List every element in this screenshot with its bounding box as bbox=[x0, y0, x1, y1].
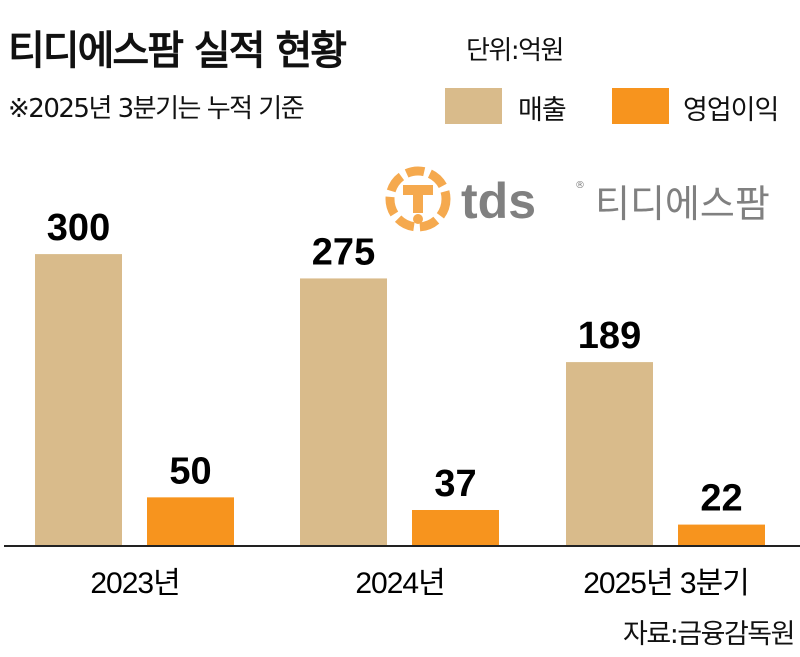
x-tick-label: 2025년 3분기 bbox=[583, 567, 749, 600]
data-label: 50 bbox=[169, 450, 211, 492]
legend-label-profit: 영업이익 bbox=[683, 95, 779, 126]
bar-profit bbox=[147, 497, 234, 546]
legend-label-sales: 매출 bbox=[518, 95, 567, 126]
bar-sales bbox=[35, 254, 122, 546]
company-logo: tds ® 티디에스팜 bbox=[383, 163, 793, 247]
legend-swatch-profit bbox=[612, 88, 669, 124]
data-label: 189 bbox=[578, 315, 641, 357]
logo-name: 티디에스팜 bbox=[595, 182, 770, 226]
logo-text: tds bbox=[461, 173, 536, 229]
svg-text:®: ® bbox=[575, 180, 585, 191]
data-label: 37 bbox=[434, 463, 476, 505]
bar-profit bbox=[678, 524, 765, 546]
legend-swatch-sales bbox=[445, 88, 502, 124]
x-tick-label: 2023년 bbox=[90, 567, 179, 600]
bar-sales bbox=[566, 362, 653, 546]
data-label: 22 bbox=[700, 478, 742, 520]
bar-sales bbox=[300, 278, 387, 546]
source-label: 자료:금융감독원 bbox=[623, 619, 795, 650]
footnote: ※2025년 3분기는 누적 기준 bbox=[8, 94, 305, 124]
x-tick-label: 2024년 bbox=[355, 567, 444, 600]
data-label: 300 bbox=[47, 207, 110, 249]
bar-profit bbox=[412, 509, 499, 546]
data-label: 275 bbox=[312, 231, 375, 273]
unit-label: 단위:억원 bbox=[466, 36, 564, 66]
chart-title: 티디에스팜 실적 현황 bbox=[8, 28, 347, 74]
